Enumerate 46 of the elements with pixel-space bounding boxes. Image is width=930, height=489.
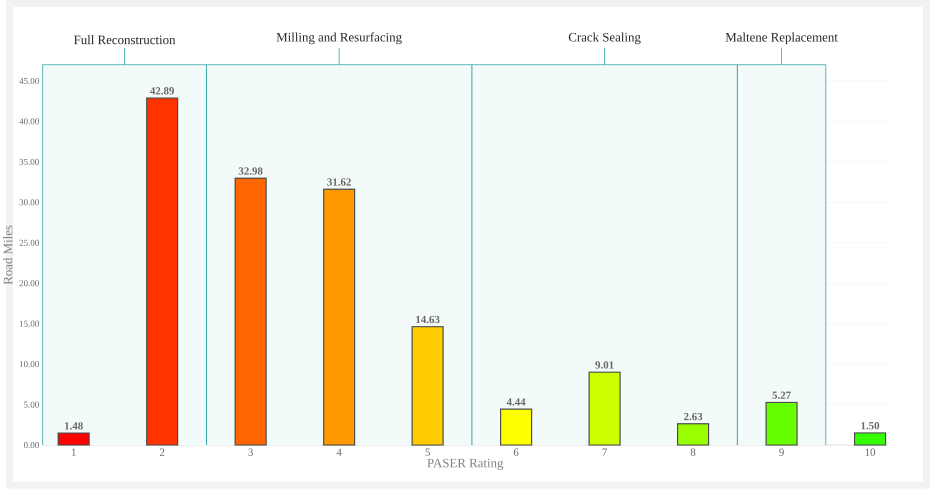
- bar: [677, 423, 710, 446]
- band-label: Crack Sealing: [568, 32, 641, 44]
- data-label: 4.44: [506, 398, 526, 406]
- y-axis-title: Road Miles: [3, 226, 12, 285]
- y-tick-label: 35.00: [20, 158, 39, 166]
- x-tick-label: 9: [779, 448, 784, 456]
- y-tick-label: 15.00: [20, 320, 39, 327]
- y-tick-label: 20.00: [20, 280, 39, 286]
- data-label: 1.48: [65, 422, 83, 430]
- x-tick-label: 3: [248, 448, 253, 456]
- x-tick-label: 7: [602, 448, 607, 456]
- y-tick-label: 10.00: [20, 361, 39, 368]
- data-label: 42.89: [150, 87, 174, 95]
- bar: [854, 432, 886, 446]
- bar: [500, 408, 532, 446]
- bar: [234, 178, 267, 446]
- data-label: 32.98: [238, 167, 263, 175]
- bar: [146, 98, 178, 446]
- y-tick-label: 45.00: [19, 78, 39, 84]
- x-tick-label: 1: [72, 448, 76, 456]
- y-tick-label: 40.00: [19, 118, 39, 125]
- band-label: Milling and Resurfacing: [276, 32, 402, 44]
- data-label: 14.63: [416, 316, 440, 324]
- x-axis-title: PASER Rating: [427, 458, 504, 470]
- x-tick-label: 6: [514, 448, 519, 456]
- x-tick-label: 2: [160, 448, 164, 456]
- y-tick-label: 0.00: [24, 442, 39, 448]
- y-tick-label: 30.00: [20, 199, 39, 206]
- x-tick-label: 4: [336, 448, 342, 456]
- y-tick-label: 5.00: [24, 402, 39, 408]
- bar: [588, 372, 621, 446]
- band-label: Maltene Replacement: [726, 32, 838, 44]
- bar: [765, 402, 798, 446]
- bar: [412, 326, 444, 446]
- data-label: 9.01: [595, 361, 614, 369]
- bar: [58, 432, 90, 446]
- data-label: 5.27: [772, 392, 791, 400]
- data-label: 31.62: [327, 178, 351, 186]
- x-tick-label: 8: [690, 448, 696, 456]
- band-label: Full Reconstruction: [74, 35, 176, 44]
- x-tick-label: 10: [866, 448, 876, 456]
- data-label: 2.63: [684, 413, 702, 420]
- data-label: 1.50: [861, 422, 880, 430]
- y-tick-label: 25.00: [20, 240, 39, 246]
- bar: [323, 188, 356, 446]
- x-tick-label: 5: [426, 448, 430, 456]
